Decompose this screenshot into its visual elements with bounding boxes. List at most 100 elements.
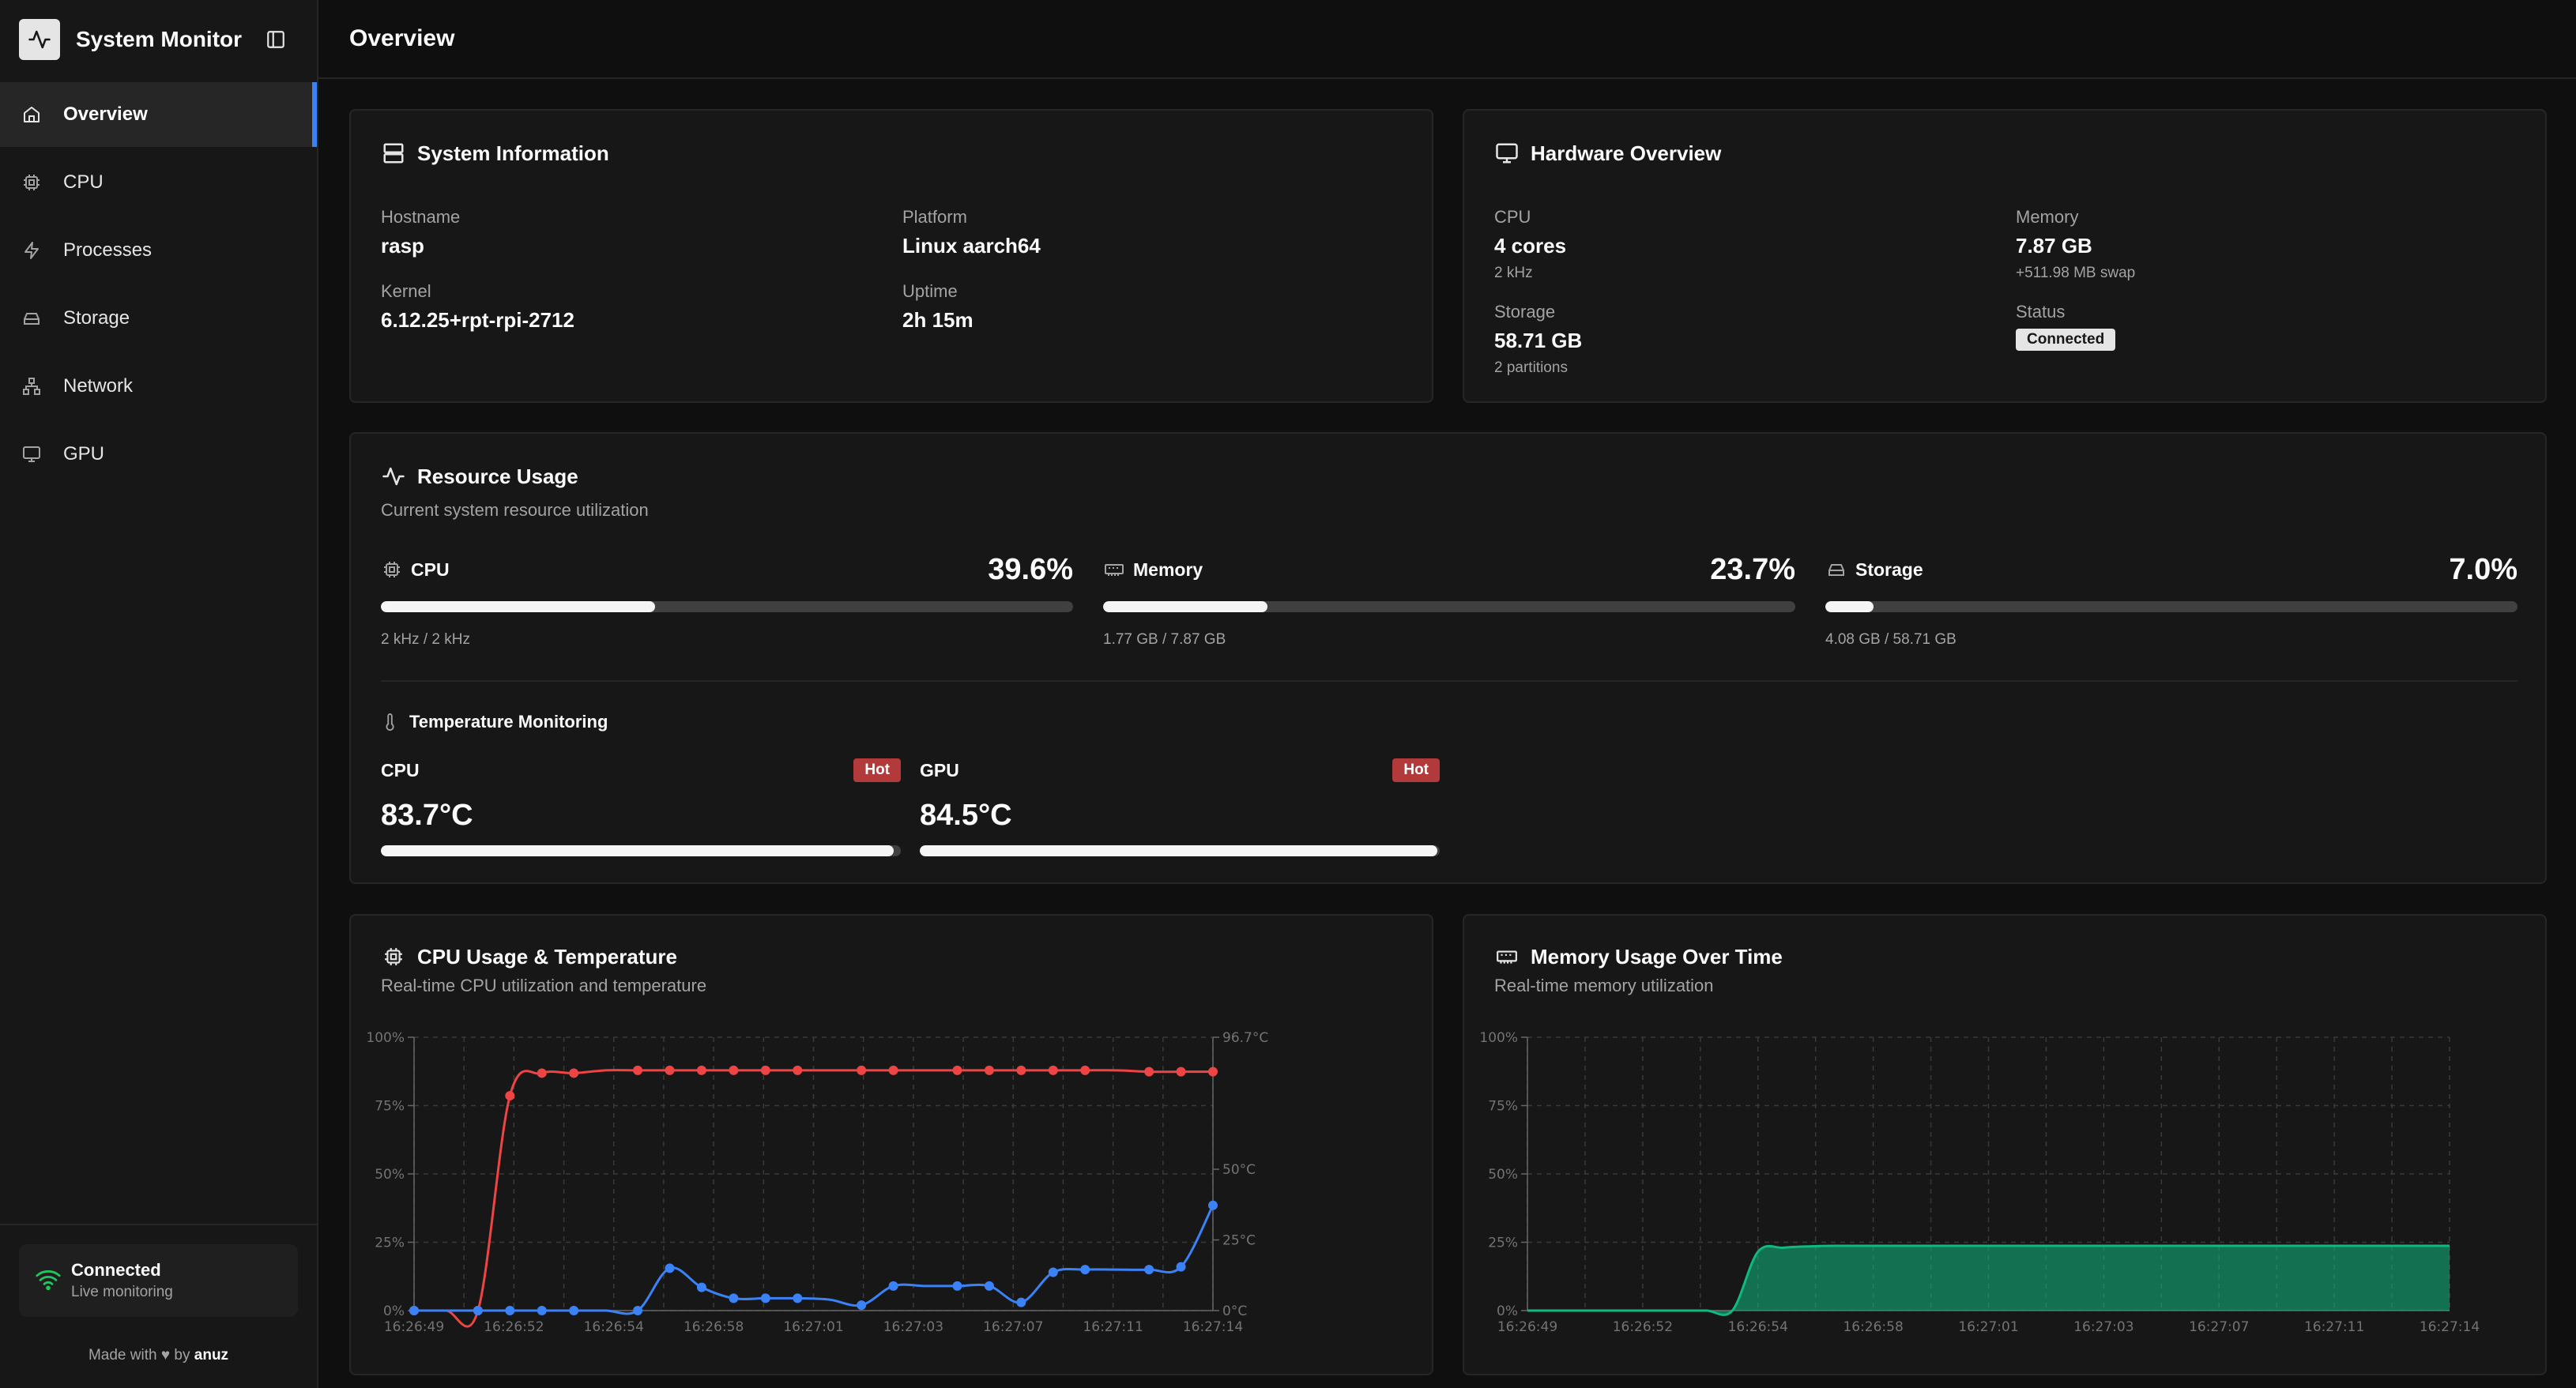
cpu-usage-point bbox=[537, 1306, 547, 1315]
temperature-point bbox=[857, 1065, 867, 1075]
sidebar-footer: Connected Live monitoring Made with ♥ by… bbox=[0, 1224, 317, 1388]
cpu-usage-point bbox=[857, 1300, 867, 1311]
cpu-usage-point bbox=[569, 1306, 579, 1315]
sidebar-item-label: Storage bbox=[63, 307, 130, 329]
memory-icon bbox=[1494, 944, 1520, 969]
x-axis-tick-label: 16:27:01 bbox=[783, 1319, 843, 1335]
sidebar-toggle-icon[interactable] bbox=[260, 24, 292, 55]
cpu-temperature-bar-fill bbox=[381, 845, 894, 856]
storage-usage-detail: 4.08 GB / 58.71 GB bbox=[1825, 631, 1956, 648]
x-axis-tick-label: 16:27:01 bbox=[1958, 1319, 2018, 1335]
cpu-usage: CPU 39.6% 2 kHz / 2 kHz bbox=[381, 553, 1073, 649]
x-axis-tick-label: 16:26:54 bbox=[584, 1319, 644, 1335]
temperature-point bbox=[537, 1068, 547, 1078]
cpu-icon bbox=[19, 170, 44, 195]
x-axis-tick-label: 16:27:11 bbox=[1083, 1319, 1143, 1335]
credit: Made with ♥ by anuz bbox=[0, 1347, 317, 1364]
x-axis-tick-label: 16:26:58 bbox=[1843, 1319, 1903, 1335]
credit-author[interactable]: anuz bbox=[194, 1347, 229, 1364]
x-axis-tick-label: 16:26:49 bbox=[1497, 1319, 1557, 1335]
x-axis-tick-label: 16:27:03 bbox=[2073, 1319, 2133, 1335]
sidebar-item-storage[interactable]: Storage bbox=[0, 286, 317, 351]
credit-prefix: Made with bbox=[88, 1347, 157, 1364]
activity-logo-icon bbox=[19, 19, 60, 60]
cpu-usage-bar-fill bbox=[381, 601, 655, 612]
zap-icon bbox=[19, 238, 44, 263]
storage-usage: Storage 7.0% 4.08 GB / 58.71 GB bbox=[1825, 553, 2518, 649]
memory-chart-title: Memory Usage Over Time bbox=[1494, 944, 1783, 969]
server-icon bbox=[381, 141, 406, 166]
page-title: Overview bbox=[349, 25, 455, 51]
sidebar-item-network[interactable]: Network bbox=[0, 354, 317, 419]
cpu-icon bbox=[381, 559, 403, 581]
hardware-overview-title: Hardware Overview bbox=[1494, 141, 1721, 166]
cpu-usage-temperature-chart: 100% 75% 50% 25% 0%16:26:49 16:26:52 16:26:54 1… bbox=[367, 1030, 1268, 1335]
network-icon bbox=[19, 374, 44, 399]
cpu-temperature-value: 83.7°C bbox=[381, 799, 473, 832]
memory-usage-line bbox=[1527, 1244, 2450, 1316]
cpu-usage-point bbox=[1016, 1297, 1026, 1307]
home-icon bbox=[19, 102, 44, 127]
y-axis-tick-label: 50% bbox=[1488, 1167, 1518, 1183]
cpu-usage-label: CPU bbox=[411, 559, 450, 580]
cpu-usage-point bbox=[1080, 1265, 1090, 1275]
memory-usage-bar-fill bbox=[1103, 601, 1267, 612]
temperature-point bbox=[1048, 1065, 1058, 1075]
resource-usage-card: Resource Usage Current system resource u… bbox=[349, 432, 2547, 884]
y-axis-tick-label: 25% bbox=[1488, 1236, 1518, 1251]
temperature-point bbox=[1176, 1066, 1186, 1077]
gpu-temperature-bar bbox=[920, 845, 1440, 856]
cpu-usage-point bbox=[760, 1293, 770, 1303]
cpu-temperature-bar bbox=[381, 845, 901, 856]
connection-title: Connected bbox=[71, 1260, 161, 1280]
cpu-usage-point bbox=[696, 1282, 706, 1292]
x-axis-tick-label: 16:26:58 bbox=[684, 1319, 744, 1335]
sidebar-item-label: GPU bbox=[63, 443, 105, 465]
cpu-chart-title: CPU Usage & Temperature bbox=[381, 944, 677, 969]
memory-usage: Memory 23.7% 1.77 GB / 7.87 GB bbox=[1103, 553, 1795, 649]
storage-usage-bar bbox=[1825, 601, 2518, 612]
y-axis-tick-label: 0% bbox=[1497, 1303, 1518, 1319]
y2-axis-tick-label: 0°C bbox=[1222, 1303, 1247, 1319]
memory-usage-area bbox=[1527, 1245, 2450, 1315]
system-info-title: System Information bbox=[381, 141, 609, 166]
gpu-temperature: GPU Hot 84.5°C bbox=[920, 756, 1440, 856]
y2-axis-tick-label: 25°C bbox=[1222, 1233, 1256, 1249]
cpu-usage-point bbox=[888, 1281, 898, 1291]
cpu-usage-point bbox=[665, 1263, 675, 1273]
sidebar-item-cpu[interactable]: CPU bbox=[0, 150, 317, 215]
wifi-icon bbox=[35, 1267, 62, 1295]
x-axis-tick-label: 16:27:11 bbox=[2304, 1319, 2364, 1335]
cpu-usage-point bbox=[1176, 1262, 1186, 1272]
temperature-point bbox=[888, 1065, 898, 1075]
sidebar-item-processes[interactable]: Processes bbox=[0, 218, 317, 283]
storage-usage-bar-fill bbox=[1825, 601, 1874, 612]
x-axis-tick-label: 16:27:07 bbox=[983, 1319, 1043, 1335]
temperature-point bbox=[569, 1068, 579, 1078]
y-axis-tick-label: 0% bbox=[383, 1303, 405, 1319]
hot-badge: Hot bbox=[853, 758, 901, 782]
hard-drive-icon bbox=[1825, 559, 1847, 581]
cpu-usage-point bbox=[409, 1306, 419, 1315]
kernel: Kernel 6.12.25+rpt-rpi-2712 bbox=[381, 281, 574, 332]
sidebar-item-label: Network bbox=[63, 375, 134, 397]
y-axis-tick-label: 25% bbox=[375, 1236, 405, 1251]
hardware-storage: Storage 58.71 GB 2 partitions bbox=[1494, 302, 1583, 376]
monitor-icon bbox=[1494, 141, 1520, 166]
sidebar-item-overview[interactable]: Overview bbox=[0, 82, 317, 147]
hardware-overview-card: Hardware Overview CPU 4 cores 2 kHz Memo… bbox=[1463, 109, 2547, 403]
hardware-status: Status Connected bbox=[2016, 302, 2116, 351]
temperature-point bbox=[952, 1065, 962, 1075]
x-axis-tick-label: 16:27:07 bbox=[2189, 1319, 2249, 1335]
x-axis-tick-label: 16:27:14 bbox=[1183, 1319, 1243, 1335]
sidebar-item-gpu[interactable]: GPU bbox=[0, 422, 317, 487]
temperature-point bbox=[793, 1065, 803, 1075]
heart-icon: ♥ bbox=[160, 1347, 171, 1364]
cpu-usage-detail: 2 kHz / 2 kHz bbox=[381, 631, 470, 648]
y-axis-tick-label: 75% bbox=[1488, 1099, 1518, 1115]
temperature-point bbox=[1208, 1066, 1218, 1077]
memory-chart-card: Memory Usage Over Time Real-time memory … bbox=[1463, 914, 2547, 1375]
connection-subtitle: Live monitoring bbox=[71, 1284, 173, 1300]
cpu-usage-point bbox=[473, 1306, 483, 1315]
